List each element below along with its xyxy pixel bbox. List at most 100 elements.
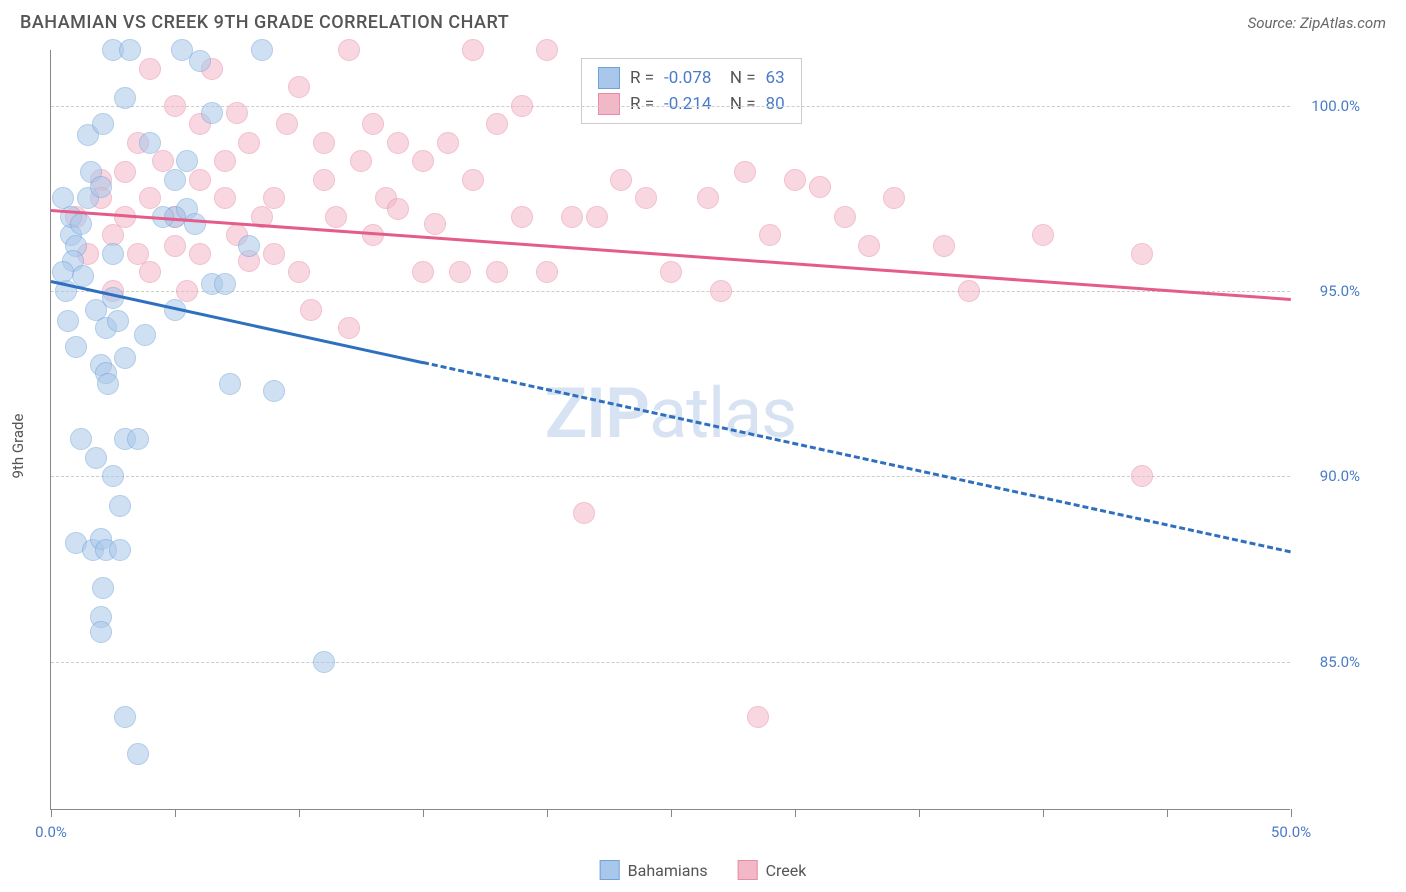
- data-point-creek: [164, 95, 186, 117]
- data-point-bahamians: [70, 213, 92, 235]
- data-point-creek: [1131, 243, 1153, 265]
- data-point-creek: [276, 113, 298, 135]
- data-point-bahamians: [134, 324, 156, 346]
- legend-swatch: [600, 860, 620, 880]
- data-point-creek: [486, 113, 508, 135]
- data-point-creek: [412, 150, 434, 172]
- y-tick-label: 90.0%: [1320, 467, 1360, 485]
- y-tick-label: 95.0%: [1320, 282, 1360, 300]
- correlation-legend: R = -0.078 N = 63 R = -0.214 N = 80: [581, 58, 802, 124]
- data-point-bahamians: [109, 539, 131, 561]
- data-point-creek: [462, 39, 484, 61]
- data-point-bahamians: [114, 706, 136, 728]
- data-point-creek: [214, 187, 236, 209]
- trendline-bahamians-dashed: [423, 361, 1292, 553]
- data-point-creek: [139, 58, 161, 80]
- data-point-creek: [189, 243, 211, 265]
- data-point-creek: [325, 206, 347, 228]
- data-point-creek: [511, 206, 533, 228]
- data-point-creek: [734, 161, 756, 183]
- data-point-creek: [437, 132, 459, 154]
- gridline: [51, 476, 1290, 477]
- data-point-creek: [362, 113, 384, 135]
- swatch-bahamians: [598, 67, 620, 89]
- data-point-creek: [958, 280, 980, 302]
- data-point-bahamians: [85, 447, 107, 469]
- data-point-creek: [288, 76, 310, 98]
- data-point-creek: [536, 261, 558, 283]
- data-point-bahamians: [251, 39, 273, 61]
- x-tick: [919, 809, 920, 817]
- data-point-creek: [511, 95, 533, 117]
- data-point-creek: [883, 187, 905, 209]
- x-tick: [175, 809, 176, 817]
- data-point-bahamians: [119, 39, 141, 61]
- data-point-creek: [710, 280, 732, 302]
- data-point-creek: [313, 169, 335, 191]
- data-point-bahamians: [238, 235, 260, 257]
- source-label: Source: ZipAtlas.com: [1248, 14, 1386, 32]
- data-point-creek: [759, 224, 781, 246]
- data-point-creek: [784, 169, 806, 191]
- data-point-creek: [697, 187, 719, 209]
- data-point-creek: [834, 206, 856, 228]
- data-point-bahamians: [72, 265, 94, 287]
- x-tick-label: 50.0%: [1271, 823, 1311, 841]
- data-point-creek: [462, 169, 484, 191]
- data-point-creek: [238, 132, 260, 154]
- y-tick-label: 100.0%: [1311, 97, 1360, 115]
- data-point-bahamians: [176, 150, 198, 172]
- data-point-creek: [536, 39, 558, 61]
- data-point-creek: [449, 261, 471, 283]
- data-point-bahamians: [57, 310, 79, 332]
- data-point-bahamians: [219, 373, 241, 395]
- legend-row-bahamians: R = -0.078 N = 63: [598, 65, 785, 91]
- data-point-creek: [387, 132, 409, 154]
- data-point-bahamians: [214, 273, 236, 295]
- legend-row-creek: R = -0.214 N = 80: [598, 91, 785, 117]
- data-point-bahamians: [313, 651, 335, 673]
- data-point-bahamians: [114, 347, 136, 369]
- data-point-creek: [412, 261, 434, 283]
- series-legend: Bahamians Creek: [600, 860, 807, 880]
- data-point-bahamians: [90, 176, 112, 198]
- data-point-creek: [114, 161, 136, 183]
- x-tick: [1167, 809, 1168, 817]
- data-point-bahamians: [102, 465, 124, 487]
- legend-swatch: [738, 860, 758, 880]
- data-point-bahamians: [263, 380, 285, 402]
- data-point-bahamians: [109, 495, 131, 517]
- data-point-creek: [189, 169, 211, 191]
- data-point-creek: [139, 261, 161, 283]
- legend-item: Creek: [738, 860, 807, 880]
- trendline-creek: [51, 209, 1291, 301]
- data-point-creek: [214, 150, 236, 172]
- x-tick: [51, 809, 52, 817]
- chart-plot-area: ZIPatlas R = -0.078 N = 63 R = -0.214 N …: [50, 50, 1290, 810]
- data-point-creek: [610, 169, 632, 191]
- data-point-creek: [933, 235, 955, 257]
- data-point-creek: [660, 261, 682, 283]
- data-point-creek: [164, 235, 186, 257]
- data-point-creek: [338, 317, 360, 339]
- data-point-creek: [226, 102, 248, 124]
- data-point-creek: [288, 261, 310, 283]
- x-tick: [1043, 809, 1044, 817]
- data-point-bahamians: [184, 213, 206, 235]
- chart-title: BAHAMIAN VS CREEK 9TH GRADE CORRELATION …: [20, 12, 509, 33]
- legend-item: Bahamians: [600, 860, 708, 880]
- legend-label: Bahamians: [628, 861, 708, 880]
- data-point-bahamians: [92, 577, 114, 599]
- data-point-bahamians: [114, 87, 136, 109]
- data-point-bahamians: [97, 373, 119, 395]
- data-point-bahamians: [92, 113, 114, 135]
- data-point-bahamians: [164, 169, 186, 191]
- x-tick: [1291, 809, 1292, 817]
- data-point-creek: [809, 176, 831, 198]
- data-point-creek: [573, 502, 595, 524]
- data-point-creek: [1032, 224, 1054, 246]
- data-point-bahamians: [127, 743, 149, 765]
- gridline: [51, 662, 1290, 663]
- x-tick: [423, 809, 424, 817]
- data-point-bahamians: [107, 310, 129, 332]
